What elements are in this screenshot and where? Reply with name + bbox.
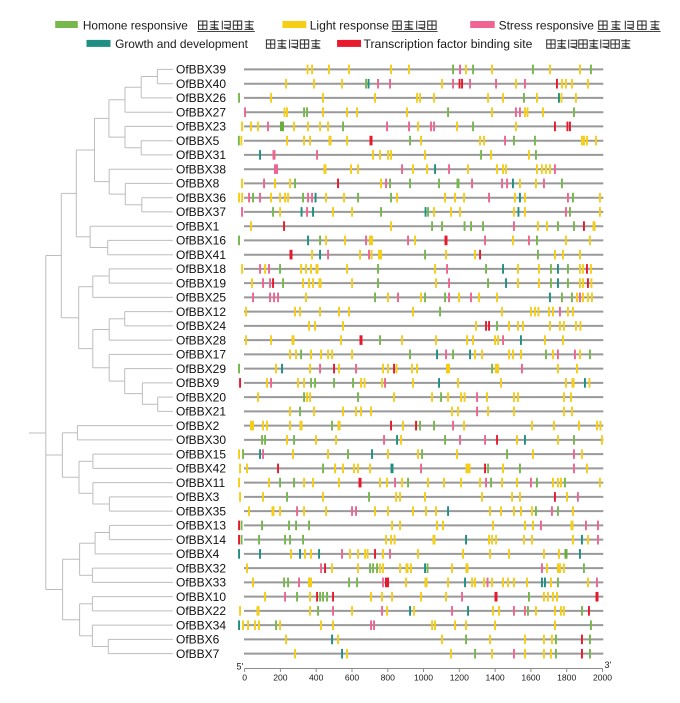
svg-text:1400: 1400: [486, 673, 505, 683]
svg-text:OfBBX42: OfBBX42: [176, 462, 226, 476]
svg-text:OfBBX36: OfBBX36: [176, 191, 226, 205]
svg-text:OfBBX3: OfBBX3: [176, 490, 220, 504]
svg-text:OfBBX13: OfBBX13: [176, 519, 226, 533]
svg-text:OfBBX26: OfBBX26: [176, 91, 226, 105]
svg-text:Stress responsive: Stress responsive: [499, 18, 595, 32]
svg-text:3': 3': [605, 660, 612, 670]
svg-text:OfBBX11: OfBBX11: [176, 476, 225, 490]
svg-text:200: 200: [273, 673, 288, 683]
svg-text:OfBBX5: OfBBX5: [176, 134, 220, 148]
svg-text:1600: 1600: [521, 673, 540, 683]
svg-text:OfBBX24: OfBBX24: [176, 319, 226, 333]
svg-text:OfBBX10: OfBBX10: [176, 590, 226, 604]
svg-text:600: 600: [345, 673, 360, 683]
svg-text:OfBBX17: OfBBX17: [176, 348, 226, 362]
svg-text:OfBBX20: OfBBX20: [176, 390, 226, 404]
svg-text:OfBBX9: OfBBX9: [176, 376, 220, 390]
svg-text:0: 0: [242, 673, 247, 683]
svg-text:OfBBX7: OfBBX7: [176, 647, 220, 661]
svg-text:400: 400: [309, 673, 324, 683]
svg-text:OfBBX37: OfBBX37: [176, 205, 226, 219]
svg-text:1000: 1000: [414, 673, 433, 683]
svg-text:Growth and development: Growth and development: [115, 37, 249, 51]
svg-text:OfBBX41: OfBBX41: [176, 248, 226, 262]
svg-text:800: 800: [381, 673, 396, 683]
svg-text:OfBBX8: OfBBX8: [176, 177, 220, 191]
svg-text:Light response: Light response: [310, 18, 390, 32]
svg-text:Transcription factor binding s: Transcription factor binding site: [364, 37, 533, 51]
svg-text:OfBBX30: OfBBX30: [176, 433, 226, 447]
svg-text:OfBBX22: OfBBX22: [176, 604, 226, 618]
svg-text:OfBBX18: OfBBX18: [176, 262, 226, 276]
svg-text:OfBBX12: OfBBX12: [176, 305, 226, 319]
svg-text:OfBBX21: OfBBX21: [176, 405, 226, 419]
svg-text:OfBBX27: OfBBX27: [176, 105, 226, 119]
svg-text:OfBBX2: OfBBX2: [176, 419, 220, 433]
svg-text:OfBBX1: OfBBX1: [176, 219, 220, 233]
svg-text:OfBBX23: OfBBX23: [176, 120, 226, 134]
svg-text:OfBBX19: OfBBX19: [176, 276, 226, 290]
svg-text:OfBBX33: OfBBX33: [176, 576, 226, 590]
svg-text:OfBBX28: OfBBX28: [176, 333, 226, 347]
svg-text:Homone responsive: Homone responsive: [83, 18, 188, 32]
svg-text:OfBBX38: OfBBX38: [176, 162, 226, 176]
svg-text:OfBBX25: OfBBX25: [176, 291, 226, 305]
svg-text:1800: 1800: [557, 673, 576, 683]
svg-text:1200: 1200: [450, 673, 469, 683]
svg-text:OfBBX31: OfBBX31: [176, 148, 226, 162]
svg-text:OfBBX29: OfBBX29: [176, 362, 226, 376]
svg-text:OfBBX39: OfBBX39: [176, 63, 226, 77]
svg-text:OfBBX14: OfBBX14: [176, 533, 226, 547]
svg-text:OfBBX40: OfBBX40: [176, 77, 226, 91]
svg-text:OfBBX16: OfBBX16: [176, 234, 226, 248]
svg-text:2000: 2000: [593, 673, 612, 683]
svg-text:OfBBX4: OfBBX4: [176, 547, 220, 561]
svg-text:OfBBX15: OfBBX15: [176, 447, 226, 461]
svg-text:OfBBX35: OfBBX35: [176, 504, 226, 518]
svg-text:OfBBX34: OfBBX34: [176, 618, 226, 632]
svg-text:OfBBX6: OfBBX6: [176, 633, 220, 647]
svg-text:OfBBX32: OfBBX32: [176, 561, 226, 575]
svg-text:5': 5': [237, 662, 244, 672]
